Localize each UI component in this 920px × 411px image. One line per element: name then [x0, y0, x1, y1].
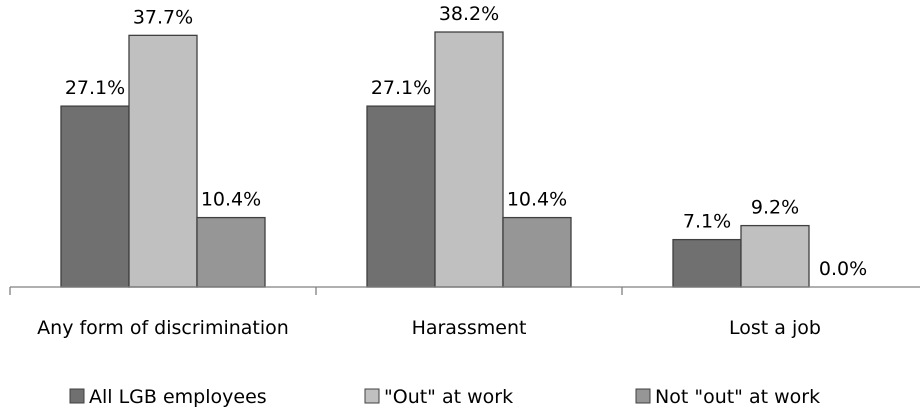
legend-label: All LGB employees	[89, 386, 267, 408]
value-labels-layer: 27.1% 37.7% 10.4% 27.1% 38.2% 10.4% 7.1% 9.2% 0.…	[65, 3, 867, 280]
bar-0-1	[366, 105, 436, 288]
category-labels-layer: Any form of discrimination Harassment Lost…	[37, 317, 821, 339]
bars-layer	[60, 31, 810, 288]
bar-2-0	[196, 216, 266, 288]
value-label: 10.4%	[201, 189, 261, 211]
bar-1-2	[740, 224, 810, 288]
bar-1-0	[128, 34, 198, 288]
legend-swatch	[635, 388, 651, 404]
value-label: 37.7%	[133, 6, 193, 28]
value-label: 10.4%	[507, 189, 567, 211]
bar-0-2	[672, 238, 742, 288]
value-label: 9.2%	[751, 197, 799, 219]
category-label: Harassment	[412, 317, 527, 339]
legend-label: Not "out" at work	[655, 386, 820, 408]
legend-swatch	[69, 388, 85, 404]
bar-2-1	[502, 216, 572, 288]
legend: All LGB employees "Out" at work Not "out" …	[69, 386, 820, 408]
category-label: Any form of discrimination	[37, 317, 289, 339]
value-label: 7.1%	[683, 211, 731, 233]
value-label: 27.1%	[65, 77, 125, 99]
category-label: Lost a job	[729, 317, 821, 339]
bar-0-0	[60, 105, 130, 288]
bar-1-1	[434, 31, 504, 288]
value-label: 27.1%	[371, 77, 431, 99]
value-label: 0.0%	[819, 258, 867, 280]
value-label: 38.2%	[439, 3, 499, 25]
x-axis	[9, 286, 920, 295]
legend-label: "Out" at work	[384, 386, 513, 408]
legend-swatch	[364, 388, 380, 404]
